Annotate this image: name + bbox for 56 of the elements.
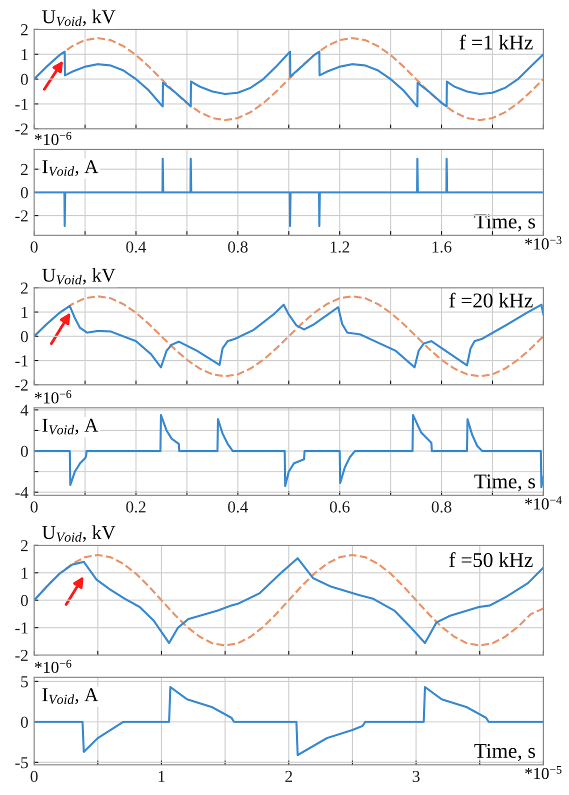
text: *10$^{−6}$ [34, 660, 72, 673]
y-tick-label: -2 [15, 124, 28, 135]
y-tick-label: 2 [20, 282, 28, 294]
y-tick-label: -4 [15, 487, 28, 498]
y-tick-label: 1 [22, 568, 28, 579]
y-tick-label: -1 [15, 622, 28, 634]
y-tick-label: 2 [20, 24, 28, 36]
line-series [34, 50, 544, 108]
x-tick-label: 0.4 [228, 501, 248, 513]
x-tick-label: 1.2 [330, 241, 350, 253]
x-tick-label: 3 [412, 770, 420, 782]
x-tick-label: 0.8 [228, 241, 248, 253]
text: *10$^{−4}$ [525, 496, 562, 510]
y-axis-title: I$_{Void}$, A [42, 418, 98, 435]
y-tick-label: -2 [15, 650, 28, 661]
y-tick-label: 2 [20, 164, 28, 175]
y-tick-label: 5 [21, 676, 28, 688]
annotation: f =50 kHz [449, 552, 533, 568]
y-axis-title: U$_{Void}$, kV [42, 10, 116, 26]
x-tick-label: 0.6 [330, 501, 350, 513]
y-tick-label: 4 [20, 404, 28, 416]
y-axis-title: I$_{Void}$, A [42, 688, 98, 704]
annotation: f =20 kHz [449, 292, 533, 308]
x-tick-label: 2 [285, 770, 292, 782]
y-tick-label: 0 [20, 330, 28, 342]
x-axis-title: Time, s [474, 744, 535, 761]
y-tick-label: 1 [22, 49, 28, 60]
y-tick-label: 1 [22, 306, 28, 318]
y-tick-label: 0 [20, 716, 28, 728]
annotation: f =1 kHz [460, 34, 533, 50]
text: *10$^{−5}$ [525, 766, 562, 780]
x-tick-label: 0.2 [126, 501, 146, 513]
x-tick-label: 1 [158, 770, 165, 782]
y-tick-label: 0 [20, 594, 28, 606]
x-tick-label: 0.4 [126, 241, 146, 253]
y-tick-label: -1 [15, 98, 28, 110]
y-tick-label: -1 [15, 355, 28, 366]
y-tick-label: 0 [20, 446, 28, 457]
text: *10$^{−3}$ [525, 236, 562, 250]
y-tick-label: 2 [20, 540, 28, 552]
x-tick-label: 0 [30, 241, 38, 253]
y-tick-label: 0 [20, 187, 28, 198]
y-tick-label: -2 [15, 380, 28, 391]
x-tick-label: 0.8 [432, 501, 452, 513]
y-axis-title: I$_{Void}$, A [42, 160, 98, 176]
x-tick-label: 1.6 [432, 241, 452, 253]
x-axis-title: Time, s [474, 474, 535, 492]
y-axis-title: U$_{Void}$, kV [42, 268, 116, 285]
y-tick-label: 0 [20, 74, 28, 86]
y-tick-label: -2 [15, 210, 28, 222]
y-axis-title: U$_{Void}$, kV [42, 525, 116, 542]
text: *10$^{−6}$ [34, 390, 72, 404]
x-tick-label: 0 [30, 770, 38, 782]
y-tick-label: -5 [15, 757, 28, 768]
text: *10$^{−6}$ [34, 132, 72, 146]
x-tick-label: 0 [30, 501, 38, 513]
